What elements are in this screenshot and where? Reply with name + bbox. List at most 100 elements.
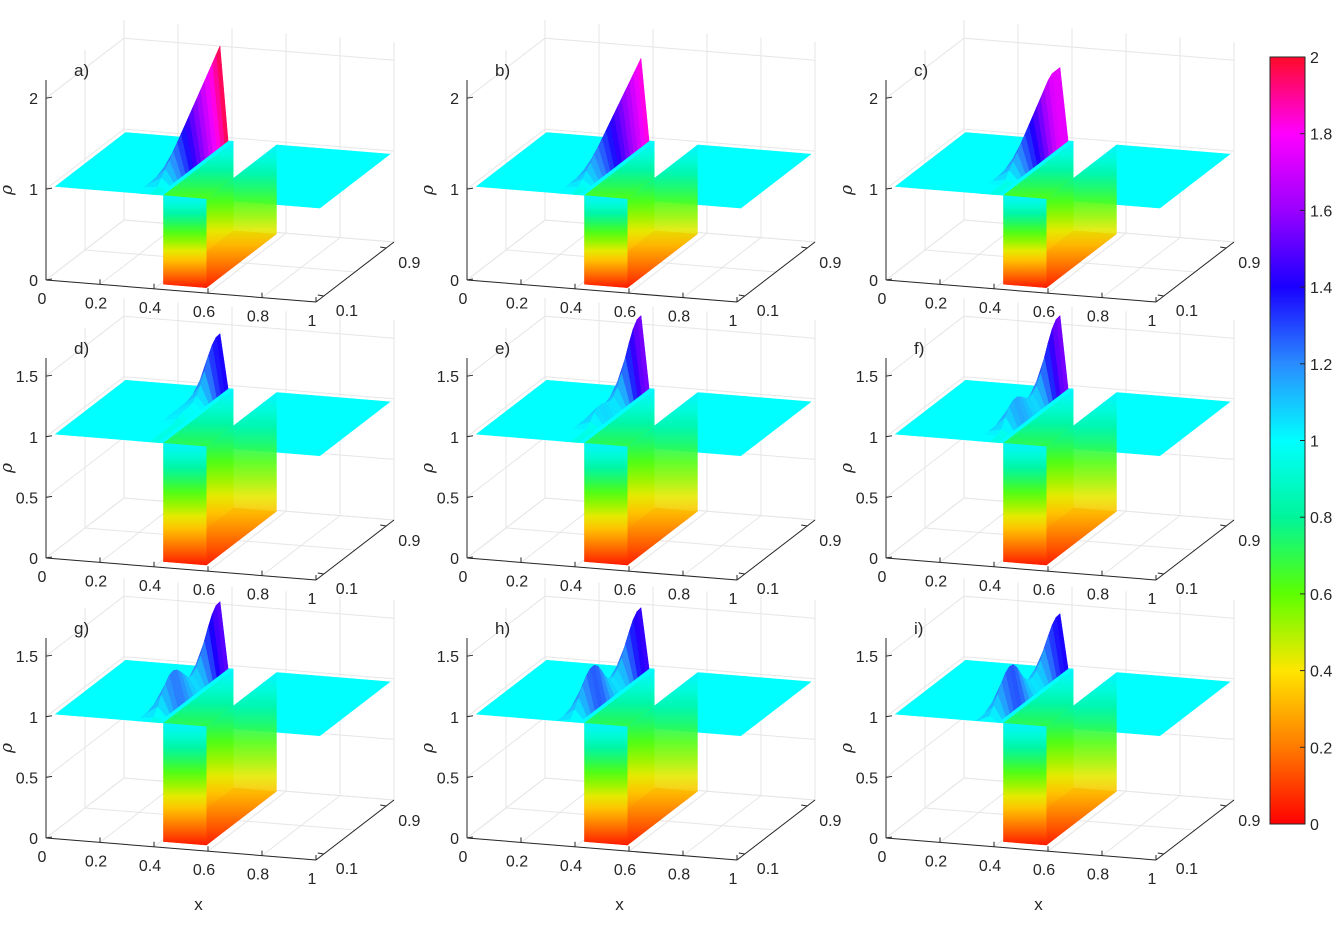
panel-label: h) xyxy=(495,619,510,638)
z-axis-label: ρ xyxy=(0,743,17,754)
y-tick-label: 0.9 xyxy=(819,255,841,272)
x-tick-label: 0.8 xyxy=(247,867,269,884)
z-tick-label: 1.5 xyxy=(16,649,38,666)
x-tick-label: 0.4 xyxy=(139,300,161,317)
x-tick-label: 0 xyxy=(459,569,468,586)
z-tick-mark xyxy=(466,374,474,377)
x-tick-label: 1 xyxy=(308,313,317,330)
z-tick-label: 1.5 xyxy=(856,649,878,666)
peak-ridge xyxy=(976,612,1069,723)
axes: 0 0.2 0.4 0.6 0.8 1 0.1 0.9 0 0.5 1 1.5 ρ x xyxy=(418,638,842,914)
surface xyxy=(54,45,391,288)
z-tick-mark xyxy=(885,374,893,377)
surface xyxy=(894,66,1231,288)
y-tick-mark xyxy=(1157,294,1164,297)
y-tick-label: 0.9 xyxy=(819,533,841,550)
x-tick-label: 0.8 xyxy=(668,587,690,604)
trench xyxy=(163,389,277,566)
y-axis-line xyxy=(736,241,816,303)
z-tick-mark xyxy=(885,187,893,190)
y-tick-mark xyxy=(1157,572,1164,575)
y-axis-line xyxy=(1155,241,1235,303)
ridge-strip-back xyxy=(570,438,584,443)
z-tick-mark xyxy=(466,435,474,438)
z-tick-mark xyxy=(45,495,53,498)
trench xyxy=(1003,141,1117,288)
colorbar-tick-label: 1.4 xyxy=(1310,280,1332,297)
x-tick-label: 0.2 xyxy=(925,295,947,312)
surface xyxy=(54,600,391,846)
z-tick-mark xyxy=(466,495,474,498)
trench-right-wall xyxy=(627,392,698,566)
y-tick-label: 0.9 xyxy=(819,813,841,830)
z-tick-label: 0.5 xyxy=(437,770,459,787)
trench-right-wall xyxy=(206,392,277,566)
y-tick-mark xyxy=(801,524,808,527)
grid xyxy=(45,298,395,581)
x-tick-label: 0.2 xyxy=(85,573,107,590)
z-tick-label: 1 xyxy=(450,430,459,447)
z-tick-mark xyxy=(885,96,893,99)
x-axis-label: x xyxy=(194,895,203,914)
y-tick-mark xyxy=(738,572,745,575)
peak-ridge xyxy=(556,57,650,196)
z-tick-mark xyxy=(885,556,893,559)
z-tick-label: 2 xyxy=(29,91,38,108)
y-tick-label: 0.1 xyxy=(757,581,779,598)
colorbar-tick-label: 1.2 xyxy=(1310,357,1332,374)
x-tick-label: 0 xyxy=(878,569,887,586)
trench-right-wall xyxy=(1046,392,1117,566)
peak-ridge xyxy=(135,45,229,196)
y-tick-label: 0.1 xyxy=(336,581,358,598)
z-tick-mark xyxy=(885,775,893,778)
panel-d: 0 0.2 0.4 0.6 0.8 1 0.1 0.9 0 0.5 1 1.5 ρ d) xyxy=(0,298,421,608)
z-axis-label: ρ xyxy=(837,743,857,754)
z-tick-mark xyxy=(466,96,474,99)
x-tick-label: 0.8 xyxy=(247,587,269,604)
axes: 0 0.2 0.4 0.6 0.8 1 0.1 0.9 0 0.5 1 1.5 ρ x xyxy=(837,638,1261,914)
trench xyxy=(584,669,698,846)
y-tick-mark xyxy=(1220,804,1227,807)
z-tick-mark xyxy=(885,836,893,839)
panel-a: 0 0.2 0.4 0.6 0.8 1 0.1 0.9 0 1 2 ρ a) xyxy=(0,20,421,330)
trench xyxy=(163,669,277,846)
z-tick-label: 0 xyxy=(450,551,459,568)
y-tick-mark xyxy=(380,246,387,249)
surface-panels: 0 0.2 0.4 0.6 0.8 1 0.1 0.9 0 1 2 ρ a) 0 0.2 0.4 0.6 0.8 1… xyxy=(0,20,1261,914)
z-tick-mark xyxy=(45,715,53,718)
z-tick-label: 1 xyxy=(29,430,38,447)
x-axis-label: x xyxy=(615,895,624,914)
y-tick-label: 0.9 xyxy=(1238,255,1260,272)
z-tick-label: 2 xyxy=(450,91,459,108)
y-tick-label: 0.1 xyxy=(336,303,358,320)
ridge-strip-back xyxy=(149,190,163,196)
x-tick-label: 0.4 xyxy=(560,300,582,317)
z-axis-label: ρ xyxy=(418,743,438,754)
x-tick-label: 0.6 xyxy=(614,582,636,599)
surface xyxy=(475,314,812,566)
panel-g: 0 0.2 0.4 0.6 0.8 1 0.1 0.9 0 0.5 1 1.5 ρ x g) xyxy=(0,578,421,914)
z-tick-label: 0.5 xyxy=(16,490,38,507)
z-tick-label: 0.5 xyxy=(856,490,878,507)
panel-label: f) xyxy=(914,339,924,358)
x-tick-label: 0 xyxy=(38,291,47,308)
axes: 0 0.2 0.4 0.6 0.8 1 0.1 0.9 0 1 2 ρ xyxy=(418,80,842,330)
trench-front-face xyxy=(1003,723,1047,846)
x-tick-label: 0.6 xyxy=(614,862,636,879)
z-tick-label: 1.5 xyxy=(856,369,878,386)
y-tick-label: 0.9 xyxy=(398,813,420,830)
panel-label: e) xyxy=(495,339,510,358)
x-tick-label: 0.6 xyxy=(1033,582,1055,599)
panel-b: 0 0.2 0.4 0.6 0.8 1 0.1 0.9 0 1 2 ρ b) xyxy=(418,20,842,330)
x-axis-line xyxy=(45,279,317,303)
y-tick-mark xyxy=(738,294,745,297)
x-tick-label: 0.2 xyxy=(506,853,528,870)
x-tick-label: 0.4 xyxy=(139,578,161,595)
y-axis-line xyxy=(315,519,395,581)
surface xyxy=(54,332,391,566)
z-tick-label: 0 xyxy=(869,551,878,568)
trench-front-face xyxy=(163,443,207,566)
x-axis-line xyxy=(466,279,738,303)
y-tick-mark xyxy=(1157,852,1164,855)
y-tick-mark xyxy=(801,246,808,249)
